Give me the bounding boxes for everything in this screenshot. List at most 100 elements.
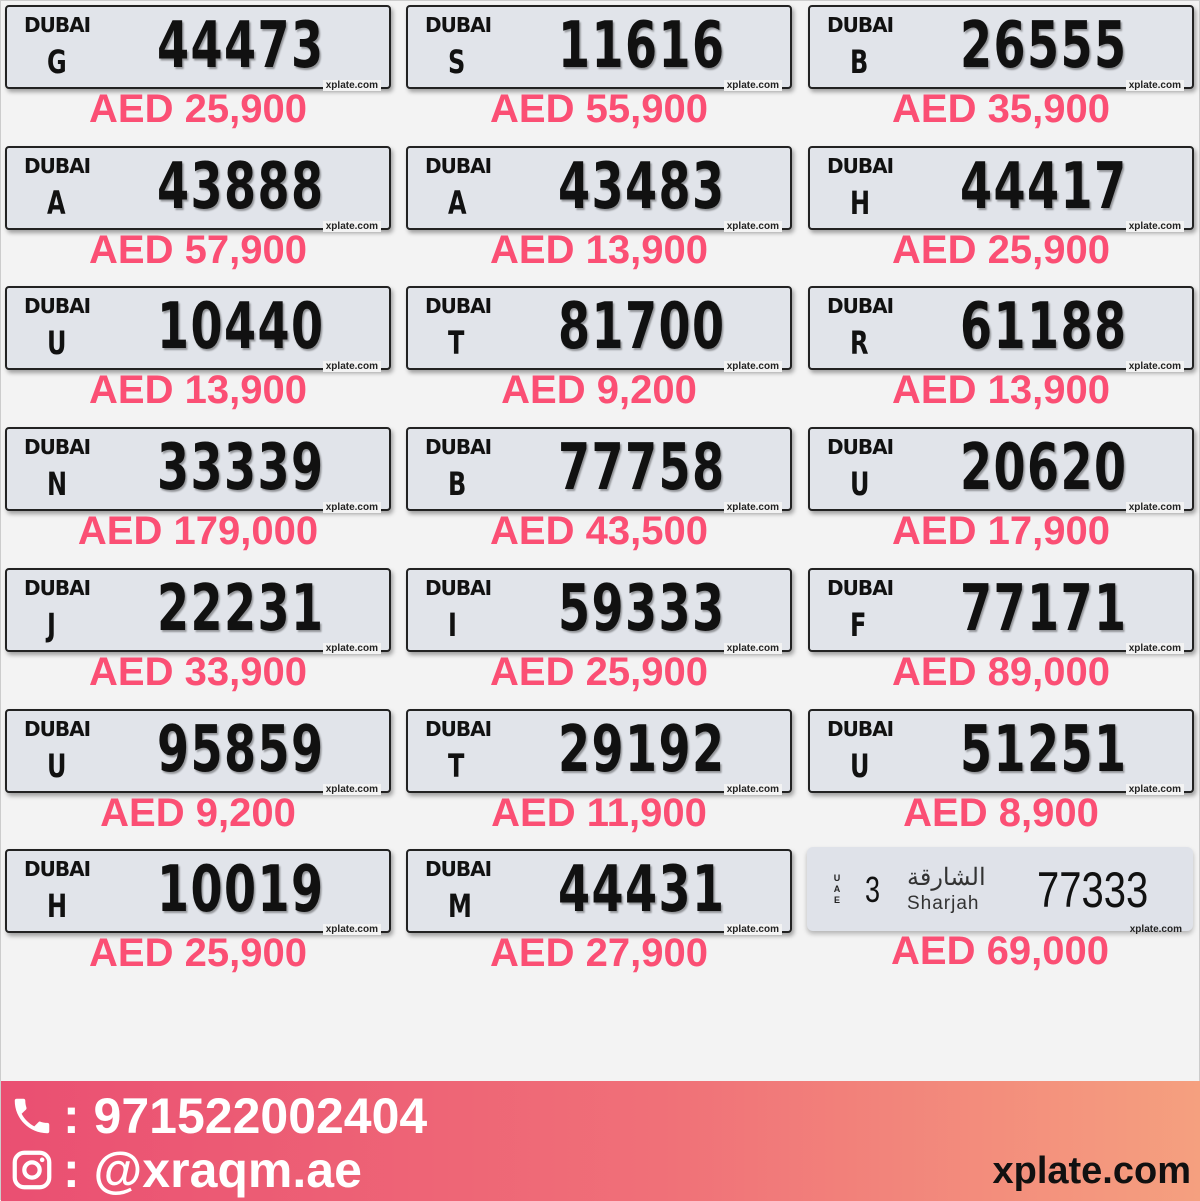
plate-price: AED 25,900: [490, 649, 708, 694]
plate-price: AED 25,900: [89, 931, 307, 976]
emirate-logo: DUBAI: [425, 294, 492, 319]
emirate-logo: DUBAI: [24, 153, 91, 178]
instagram-row[interactable]: : @xraqm.ae: [9, 1141, 362, 1199]
emirate-logo: DUBAI: [827, 575, 894, 600]
watermark: xplate.com: [723, 642, 782, 654]
plate-listing[interactable]: DUBAI U 20620 xplate.com AED 17,900: [808, 427, 1196, 568]
plate-listing-sharjah[interactable]: UAE 3 الشارقة Sharjah 77333 xplate.com A…: [807, 847, 1195, 988]
watermark: xplate.com: [322, 642, 381, 654]
plate-price: AED 89,000: [892, 649, 1110, 694]
plate-listing[interactable]: DUBAI U 10440 xplate.com AED 13,900: [5, 286, 393, 427]
dubai-plate: DUBAI I 59333 xplate.com: [406, 567, 792, 654]
emirate-logo: DUBAI: [425, 435, 492, 460]
dubai-plate: DUBAI U 10440 xplate.com: [5, 286, 391, 373]
emirate-logo: DUBAI: [827, 294, 894, 319]
plate-price: AED 55,900: [490, 87, 708, 131]
dubai-plate: DUBAI U 95859 xplate.com: [5, 708, 391, 795]
plate-number: 10019: [157, 853, 325, 928]
dubai-plate: DUBAI J 22231 xplate.com: [5, 567, 391, 654]
plate-listing[interactable]: DUBAI B 77758 xplate.com AED 43,500: [406, 427, 794, 568]
plate-number: 44431: [558, 853, 726, 928]
plate-listing[interactable]: DUBAI B 26555 xplate.com AED 35,900: [808, 5, 1196, 146]
plate-listing[interactable]: DUBAI J 22231 xplate.com AED 33,900: [5, 567, 393, 709]
plate-price: AED 43,500: [490, 509, 708, 554]
watermark: xplate.com: [1129, 924, 1182, 935]
site-name[interactable]: xplate.com: [992, 1150, 1191, 1192]
watermark: xplate.com: [322, 361, 381, 373]
plate-listing[interactable]: DUBAI U 51251 xplate.com AED 8,900: [808, 708, 1196, 850]
emirate-logo: DUBAI: [827, 13, 894, 37]
plate-number: 51251: [960, 712, 1128, 787]
plate-number: 11616: [558, 9, 726, 83]
plate-number: 43483: [558, 149, 726, 224]
dubai-plate: DUBAI T 81700 xplate.com: [406, 286, 792, 373]
emirate-logo: DUBAI: [827, 153, 894, 178]
dubai-plate: DUBAI H 10019 xplate.com: [5, 849, 391, 936]
plate-price: AED 8,900: [903, 790, 1099, 835]
plate-listing[interactable]: DUBAI A 43483 xplate.com AED 13,900: [406, 145, 794, 287]
plate-listing[interactable]: DUBAI A 43888 xplate.com AED 57,900: [5, 145, 393, 287]
plate-price: AED 35,900: [892, 87, 1110, 131]
watermark: xplate.com: [723, 80, 782, 91]
dubai-plate: DUBAI H 44417 xplate.com: [808, 145, 1194, 232]
plate-code: T: [448, 746, 465, 785]
plate-code: H: [47, 887, 68, 926]
plate-listing[interactable]: DUBAI U 95859 xplate.com AED 9,200: [5, 708, 393, 850]
plate-listing[interactable]: DUBAI N 33339 xplate.com AED 179,000: [5, 427, 393, 568]
plate-price: AED 179,000: [77, 509, 319, 554]
plate-number: 44473: [157, 9, 325, 83]
dubai-plate: DUBAI S 11616 xplate.com: [406, 5, 792, 91]
plate-listing[interactable]: DUBAI I 59333 xplate.com AED 25,900: [406, 567, 794, 709]
plate-code: A: [448, 183, 467, 222]
plate-listing[interactable]: DUBAI T 29192 xplate.com AED 11,900: [406, 708, 794, 850]
plate-price: AED 33,900: [89, 649, 307, 694]
plate-price: AED 27,900: [490, 931, 708, 976]
watermark: xplate.com: [322, 502, 381, 514]
watermark: xplate.com: [1125, 80, 1184, 91]
dubai-plate: DUBAI B 26555 xplate.com: [808, 5, 1194, 91]
emirate-logo: DUBAI: [827, 435, 894, 460]
plate-number: 26555: [960, 9, 1128, 83]
plate-code: H: [850, 183, 871, 222]
plate-price: AED 13,900: [490, 227, 708, 272]
plate-listing[interactable]: DUBAI M 44431 xplate.com AED 27,900: [406, 849, 794, 990]
plate-listing[interactable]: DUBAI R 61188 xplate.com AED 13,900: [808, 286, 1196, 427]
dubai-plate: DUBAI A 43483 xplate.com: [406, 145, 792, 232]
plate-listing[interactable]: DUBAI T 81700 xplate.com AED 9,200: [406, 286, 794, 427]
plate-number: 81700: [558, 290, 726, 365]
plate-number: 44417: [960, 149, 1128, 224]
plate-number: 10440: [157, 290, 325, 365]
watermark: xplate.com: [322, 924, 381, 936]
plate-listing[interactable]: DUBAI S 11616 xplate.com AED 55,900: [406, 5, 794, 146]
watermark: xplate.com: [723, 924, 782, 936]
emirate-logo: DUBAI: [24, 435, 91, 460]
plate-listing[interactable]: DUBAI H 44417 xplate.com AED 25,900: [808, 145, 1196, 287]
plate-code: A: [47, 183, 66, 222]
watermark: xplate.com: [723, 502, 782, 514]
plate-code: S: [448, 43, 466, 81]
plate-listing[interactable]: DUBAI H 10019 xplate.com AED 25,900: [5, 849, 393, 990]
emirate-logo: DUBAI: [827, 716, 894, 741]
plate-code: R: [850, 324, 869, 363]
plate-code: N: [47, 465, 68, 504]
dubai-plate: DUBAI U 20620 xplate.com: [808, 427, 1194, 514]
plate-listing[interactable]: DUBAI G 44473 xplate.com AED 25,900: [5, 5, 393, 146]
plate-price: AED 13,900: [89, 368, 307, 413]
dubai-plate: DUBAI U 51251 xplate.com: [808, 708, 1194, 795]
phone-row[interactable]: : 971522002404: [9, 1087, 427, 1145]
emirate-logo: DUBAI: [24, 857, 91, 882]
plate-code: U: [47, 746, 67, 785]
dubai-plate: DUBAI N 33339 xplate.com: [5, 427, 391, 514]
plate-code: U: [850, 746, 870, 785]
dubai-plate: DUBAI T 29192 xplate.com: [406, 708, 792, 795]
plate-code: U: [47, 324, 67, 363]
plate-number: 77758: [558, 431, 726, 506]
plate-number: 77171: [960, 571, 1128, 646]
watermark: xplate.com: [1125, 783, 1184, 795]
plate-listing[interactable]: DUBAI F 77171 xplate.com AED 89,000: [808, 567, 1196, 709]
plate-number: 77333: [1037, 862, 1149, 918]
plate-code: U: [850, 465, 870, 504]
watermark: xplate.com: [1125, 502, 1184, 514]
phone-icon: [14, 1098, 50, 1134]
plate-price: AED 11,900: [491, 790, 707, 835]
